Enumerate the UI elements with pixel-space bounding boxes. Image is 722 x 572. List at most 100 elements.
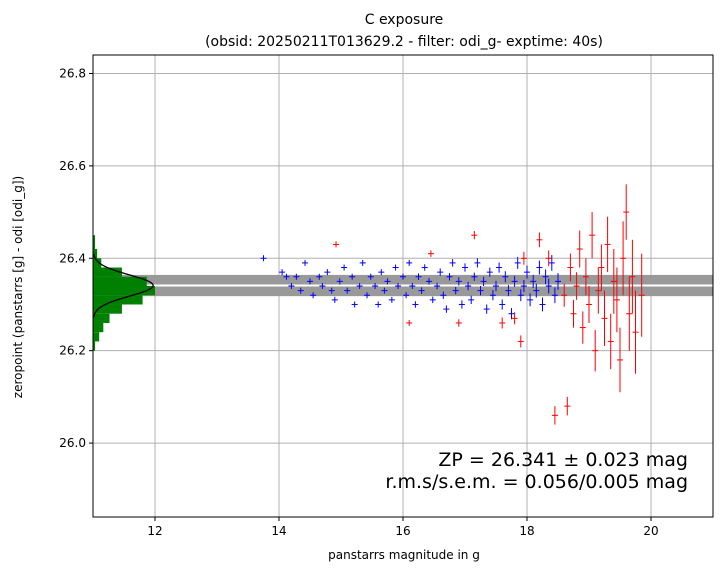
inlier-point	[458, 300, 465, 309]
inlier-point	[533, 283, 540, 298]
inlier-point	[418, 287, 425, 294]
outlier-point	[579, 311, 586, 344]
inlier-point	[555, 273, 561, 290]
histogram-bar	[93, 341, 96, 351]
inlier-point	[468, 295, 475, 305]
inlier-point	[434, 282, 441, 290]
inlier-point	[514, 256, 521, 269]
inlier-point	[283, 273, 290, 280]
inlier-point	[349, 273, 356, 280]
histogram-bar	[93, 322, 104, 333]
inlier-point	[324, 269, 331, 276]
zp-annotation: ZP = 26.341 ± 0.023 mag	[438, 449, 688, 471]
outlier-point	[536, 232, 543, 248]
outlier-point	[638, 253, 645, 337]
gaussian-line	[93, 253, 154, 318]
outlier-point	[598, 244, 605, 291]
inlier-point	[449, 259, 456, 267]
inlier-point	[341, 264, 348, 271]
inlier-point	[375, 301, 382, 308]
inlier-point	[392, 264, 399, 271]
inlier-point	[395, 283, 402, 289]
inlier-point	[403, 292, 410, 299]
outlier-point	[582, 258, 589, 296]
inlier-point	[489, 290, 496, 301]
inlier-point	[508, 308, 515, 320]
inlier-point	[483, 304, 490, 314]
inlier-point	[344, 287, 351, 294]
rms-annotation: r.m.s/s.e.m. = 0.056/0.005 mag	[385, 471, 688, 493]
histogram-bar	[93, 304, 122, 314]
inlier-point	[530, 274, 537, 288]
inlier-point	[542, 269, 549, 285]
inlier-point	[465, 281, 472, 291]
inlier-point	[319, 283, 326, 289]
inlier-point	[455, 277, 462, 286]
inlier-point	[367, 273, 374, 280]
inlier-point	[545, 278, 552, 294]
outlier-point	[623, 184, 630, 240]
inlier-point	[378, 269, 385, 276]
inlier-point	[409, 283, 416, 289]
x-tick-label: 16	[395, 524, 410, 538]
outlier-point	[517, 335, 524, 348]
inlier-point	[331, 296, 338, 303]
outlier-point	[511, 312, 518, 325]
outlier-points	[333, 184, 645, 425]
x-axis-label: panstarrs magnitude in g	[328, 548, 480, 562]
axis-ticks: 12 14 16 18 20 26.0 26.2 26.4 26.6 26.8	[59, 66, 658, 538]
outlier-point	[545, 250, 552, 267]
inlier-point	[302, 259, 309, 266]
inlier-point	[288, 283, 295, 289]
gaussian-curve	[93, 253, 154, 318]
inlier-point	[524, 265, 530, 279]
y-axis-label: zeropoint (panstarrs [g] - odi [odi_g])	[11, 176, 25, 398]
outlier-point	[455, 319, 462, 327]
outlier-point	[570, 299, 577, 328]
inlier-point	[539, 297, 546, 312]
outlier-point	[595, 267, 602, 314]
outlier-point	[520, 251, 527, 265]
outlier-point	[604, 216, 611, 273]
inlier-point	[443, 305, 450, 313]
inlier-point	[421, 264, 428, 271]
inlier-points	[260, 255, 561, 320]
inlier-point	[462, 263, 468, 272]
histogram-bar	[93, 249, 98, 259]
outlier-point	[586, 286, 592, 323]
inlier-point	[415, 273, 422, 280]
inlier-point	[328, 287, 335, 294]
x-tick-label: 12	[147, 524, 162, 538]
outlier-point	[589, 212, 596, 259]
inlier-point	[480, 276, 487, 286]
inlier-point	[412, 301, 419, 308]
outlier-point	[629, 239, 636, 314]
histogram-bar	[93, 286, 155, 296]
outlier-point	[576, 230, 583, 268]
y-tick-label: 26.6	[59, 159, 86, 173]
histogram	[93, 235, 155, 351]
chart-title: C exposure	[365, 12, 444, 28]
histogram-bar	[93, 258, 102, 268]
inlier-point	[336, 278, 343, 285]
histogram-bar	[93, 332, 100, 342]
outlier-point	[617, 327, 623, 393]
inlier-point	[406, 259, 413, 266]
outlier-point	[632, 290, 639, 374]
inlier-point	[440, 291, 447, 299]
inlier-point	[437, 268, 444, 276]
histogram-bar	[93, 235, 96, 250]
inlier-point	[452, 286, 459, 295]
inlier-point	[307, 278, 313, 285]
outlier-point	[610, 249, 617, 314]
inlier-point	[496, 262, 503, 273]
y-tick-label: 26.2	[59, 344, 86, 358]
y-tick-label: 26.0	[59, 436, 86, 450]
outlier-point	[626, 276, 633, 351]
outlier-point	[561, 283, 568, 307]
inlier-point	[517, 289, 524, 302]
inlier-point	[486, 267, 493, 277]
x-tick-label: 20	[643, 524, 658, 538]
inlier-point	[297, 287, 304, 294]
inlier-point	[551, 287, 558, 304]
